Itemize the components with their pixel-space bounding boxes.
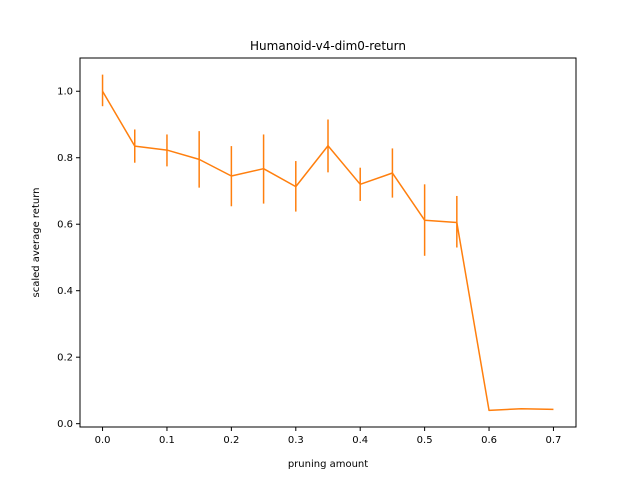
y-axis: 0.0 0.2 0.4 0.6 0.8 1.0: [57, 87, 80, 430]
series-line: [101, 90, 554, 412]
x-tick-label: 0.6: [481, 435, 497, 446]
axes-frame: [79, 57, 577, 428]
y-tick-label: 0.2: [57, 353, 73, 364]
x-tick-label: 0.4: [352, 435, 368, 446]
plot-area: [101, 74, 554, 412]
y-tick-label: 0.8: [57, 153, 73, 164]
x-axis: 0.0 0.1 0.2 0.3 0.4 0.5 0.6 0.7: [95, 427, 562, 446]
y-tick-label: 0.4: [57, 286, 73, 297]
y-axis-label: scaled average return: [31, 188, 42, 298]
y-tick-label: 0.6: [57, 220, 73, 231]
y-tick-label: 0.0: [57, 419, 73, 430]
x-tick-label: 0.2: [223, 435, 239, 446]
x-tick-label: 0.5: [417, 435, 433, 446]
y-tick-label: 1.0: [57, 87, 73, 98]
x-tick-label: 0.3: [288, 435, 304, 446]
x-tick-label: 0.1: [159, 435, 175, 446]
chart-title: Humanoid-v4-dim0-return: [250, 39, 406, 53]
x-tick-label: 0.7: [546, 435, 562, 446]
x-axis-label: pruning amount: [288, 459, 368, 470]
x-tick-label: 0.0: [95, 435, 111, 446]
